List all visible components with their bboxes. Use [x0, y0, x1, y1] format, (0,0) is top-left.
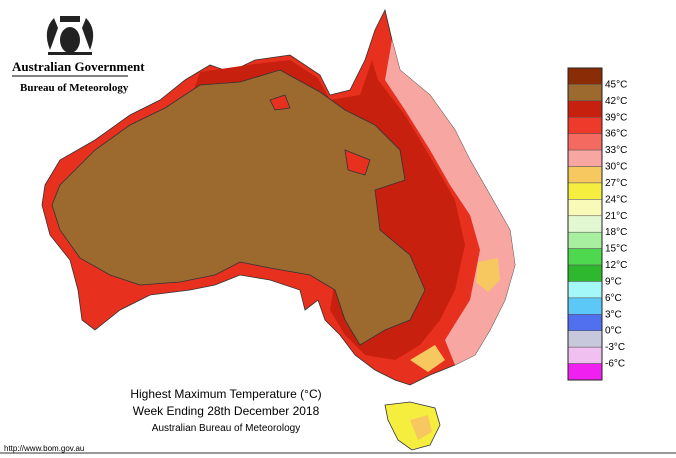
legend-swatch	[567, 314, 603, 331]
legend-swatch	[567, 100, 603, 118]
legend-swatch	[567, 149, 603, 167]
legend-label: 15°C	[605, 244, 627, 255]
bureau-name: Bureau of Meteorology	[20, 82, 129, 94]
legend-label: 21°C	[605, 211, 627, 222]
legend-swatch	[567, 133, 603, 151]
legend-label: 36°C	[605, 129, 627, 140]
legend-label: 27°C	[605, 178, 627, 189]
legend-label: 45°C	[605, 79, 627, 90]
legend-swatch	[567, 215, 603, 233]
legend: 45°C 42°C 39°C 36°C 33°C 30°C 27°C 24°C 21°C 18°C…	[567, 67, 627, 381]
map-credit: Australian Bureau of Meteorology	[152, 423, 300, 434]
legend-label: 39°C	[605, 112, 627, 123]
government-name: Australian Government	[12, 59, 145, 74]
legend-label: 9°C	[605, 276, 622, 287]
legend-swatch	[567, 248, 603, 266]
legend-label: 24°C	[605, 194, 627, 205]
legend-swatch	[567, 67, 603, 85]
legend-label: 3°C	[605, 309, 622, 320]
legend-swatch	[567, 84, 603, 102]
legend-label: 0°C	[605, 326, 622, 337]
legend-swatch	[567, 199, 603, 217]
legend-swatch	[567, 264, 603, 282]
legend-label: 6°C	[605, 293, 622, 304]
legend-label: -6°C	[605, 359, 625, 370]
australia	[41, 8, 516, 386]
legend-swatch	[567, 231, 603, 249]
legend-frame	[567, 67, 603, 381]
legend-label: 42°C	[605, 96, 627, 107]
legend-swatch	[567, 297, 603, 315]
legend-label: 18°C	[605, 227, 627, 238]
map-title: Highest Maximum Temperature (°C)	[130, 387, 321, 401]
legend-swatch	[567, 281, 603, 299]
tasmania	[384, 401, 441, 451]
legend-swatch	[567, 166, 603, 184]
legend-swatch	[567, 363, 603, 381]
legend-label: 33°C	[605, 145, 627, 156]
url: http://www.bom.gov.au	[4, 444, 84, 453]
legend-swatch	[567, 182, 603, 200]
legend-label: 30°C	[605, 162, 627, 173]
coat-of-arms	[46, 16, 94, 55]
legend-label: -3°C	[605, 342, 625, 353]
legend-label: 12°C	[605, 260, 627, 271]
legend-swatch	[567, 330, 603, 348]
map-subtitle: Week Ending 28th December 2018	[133, 404, 320, 418]
legend-swatch	[567, 117, 603, 134]
legend-swatch	[567, 346, 603, 364]
